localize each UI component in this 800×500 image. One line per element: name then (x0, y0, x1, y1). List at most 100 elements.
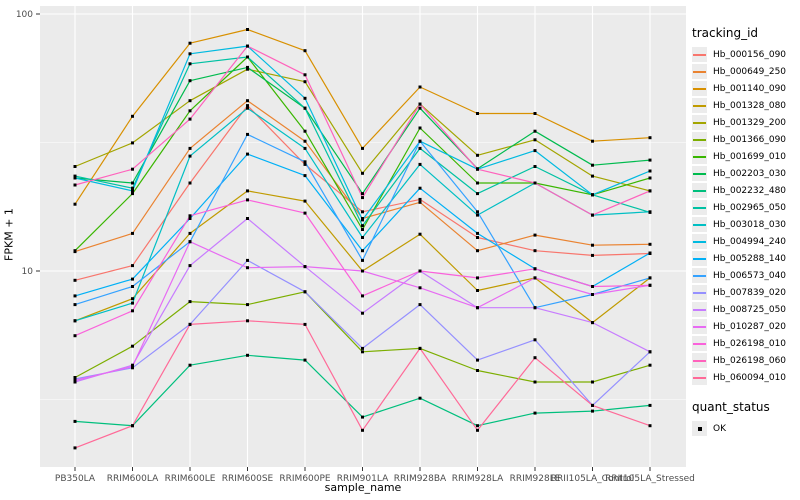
data-point (418, 102, 422, 106)
legend-key-swatch (692, 370, 707, 385)
data-point (591, 243, 594, 247)
legend-item-Hb_000156_090: Hb_000156_090 (692, 46, 798, 63)
data-point (73, 334, 77, 338)
data-point (246, 67, 249, 71)
legend-item-Hb_026198_010: Hb_026198_010 (692, 335, 798, 352)
data-point (361, 294, 364, 298)
data-point (361, 146, 364, 150)
data-point (131, 301, 134, 305)
legend-key-swatch (692, 234, 707, 249)
data-point (303, 96, 307, 100)
data-point (648, 242, 652, 246)
legend-line-icon (693, 104, 706, 107)
data-point (188, 217, 192, 220)
data-point (361, 228, 364, 231)
data-point (246, 353, 249, 357)
data-point (476, 153, 479, 157)
data-point (418, 303, 422, 307)
legend-item-label: Hb_007839_020 (713, 287, 787, 298)
data-point (73, 165, 77, 168)
legend-key-swatch (692, 132, 707, 147)
data-point (418, 139, 422, 143)
legend-item-Hb_001366_090: Hb_001366_090 (692, 131, 798, 148)
data-point (131, 264, 134, 268)
legend-key-swatch (692, 268, 707, 283)
data-point (246, 132, 249, 136)
data-point (73, 174, 77, 178)
data-point (418, 232, 422, 236)
data-point (188, 41, 192, 45)
data-point (246, 55, 249, 59)
data-point (131, 231, 134, 235)
x-tick-label: RRII105LA_Stressed (605, 474, 695, 484)
data-point (188, 109, 192, 113)
legend-item-label: Hb_000649_250 (713, 66, 787, 77)
legend-line-icon (693, 240, 706, 243)
legend: tracking_id Hb_000156_090 Hb_000649_250 Hb… (692, 26, 798, 437)
data-point (533, 306, 537, 310)
data-point (591, 409, 594, 413)
data-point (648, 403, 652, 407)
legend-line-icon (693, 189, 706, 192)
data-point (418, 162, 422, 166)
data-point (131, 309, 134, 313)
data-point (73, 303, 77, 307)
data-point (418, 197, 422, 201)
x-tick-label: RRIM928LE (510, 474, 561, 484)
legend-key-swatch (692, 115, 707, 130)
legend-item-Hb_002232_480: Hb_002232_480 (692, 182, 798, 199)
data-point (533, 149, 537, 153)
data-point (591, 174, 594, 178)
data-point (418, 286, 422, 290)
data-point (246, 266, 249, 270)
data-point (476, 210, 479, 214)
data-point (418, 200, 422, 204)
data-point (533, 249, 537, 253)
legend-item-quant-ok: OK (692, 420, 798, 437)
data-point (131, 141, 134, 145)
legend-tracking-items: Hb_000156_090 Hb_000649_250 Hb_001140_090 H… (692, 46, 798, 386)
data-point (361, 196, 364, 200)
data-point (418, 85, 422, 89)
data-point (361, 218, 364, 222)
legend-line-icon (693, 121, 706, 124)
data-point (533, 165, 537, 168)
legend-item-Hb_004994_240: Hb_004994_240 (692, 233, 798, 250)
legend-item-label: Hb_002203_030 (713, 168, 787, 179)
data-point (303, 211, 307, 215)
legend-item-label: Hb_001329_200 (713, 117, 787, 128)
data-point (361, 428, 364, 432)
data-point (361, 346, 364, 350)
legend-line-icon (693, 291, 706, 294)
data-point (361, 224, 364, 228)
data-point (418, 146, 422, 150)
data-point (361, 311, 364, 315)
data-point (476, 249, 479, 253)
data-point (361, 171, 364, 175)
x-tick-label: RRIM928BA (394, 474, 447, 484)
data-point (648, 251, 652, 255)
axis-ticks (36, 13, 651, 471)
legend-line-icon (693, 325, 706, 328)
legend-item-label: Hb_000156_090 (713, 49, 787, 60)
data-point (648, 276, 652, 280)
legend-item-Hb_010287_020: Hb_010287_020 (692, 318, 798, 335)
data-point (188, 117, 192, 121)
legend-line-icon (693, 87, 706, 90)
legend-line-icon (693, 155, 706, 158)
data-point (303, 322, 307, 326)
data-point (418, 106, 422, 110)
data-point (361, 415, 364, 419)
legend-item-Hb_005288_140: Hb_005288_140 (692, 250, 798, 267)
data-point (533, 181, 537, 185)
data-point (303, 358, 307, 362)
data-point (303, 80, 307, 84)
legend-line-icon (693, 172, 706, 175)
data-point (648, 136, 652, 140)
data-point (533, 411, 537, 415)
data-point (246, 106, 249, 110)
data-point (476, 181, 479, 185)
legend-item-label: Hb_005288_140 (713, 253, 787, 264)
legend-key-swatch (692, 319, 707, 334)
